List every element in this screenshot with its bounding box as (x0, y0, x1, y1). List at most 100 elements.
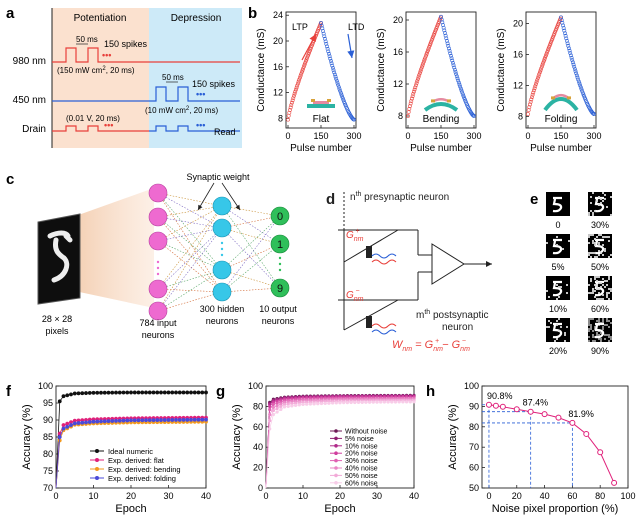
hidden-output-connection (221, 243, 281, 293)
x-tick-label: 100 (620, 491, 635, 501)
ltp-point (533, 84, 538, 89)
dots-drain-p: ••• (104, 120, 113, 130)
ltp-point (302, 62, 307, 67)
legend-label: 10% noise (345, 443, 378, 450)
ltd-point (329, 61, 334, 66)
panel-letter-c: c (6, 171, 14, 188)
input-hidden-connection (157, 269, 223, 290)
ltd-point (331, 68, 336, 73)
ltd-point (445, 38, 449, 43)
panel-letter-e: e (530, 191, 538, 208)
legend-marker (95, 449, 99, 453)
noise-level-label: 0 (555, 220, 560, 230)
hidden-output-connection (221, 287, 281, 293)
noise-pixels (546, 318, 568, 342)
ltd-point (460, 92, 465, 96)
input-hidden-connection (157, 205, 223, 290)
x-tick-label: 30 (163, 491, 173, 501)
ltd-point (576, 79, 581, 84)
hidden-neuron (212, 218, 232, 238)
transistor-top (366, 246, 372, 258)
noise-level-label: 60% (591, 304, 609, 314)
y-tick-label: 75 (43, 466, 53, 476)
legend-label: 5% noise (345, 436, 374, 443)
legend-label: 60% noise (345, 480, 378, 487)
ltd-point (581, 92, 586, 97)
ltd-point (449, 56, 454, 61)
data-point (597, 449, 604, 456)
y-tick-label: 80 (43, 449, 53, 459)
ltd-point (576, 77, 581, 82)
dots-980: ••• (102, 50, 111, 60)
ltd-point (453, 70, 458, 74)
ltd-point (332, 72, 337, 77)
annotation-label: 81.9% (568, 409, 594, 419)
x-axis-label: Epoch (115, 503, 146, 515)
y-tick-label: 16 (273, 62, 283, 72)
panel-letter-g: g (216, 383, 225, 400)
ltd-point (336, 83, 341, 87)
input-neurons-l1: 784 input (139, 318, 177, 328)
noise-image-grid: 0 30% 5% 50% 10% 60% 20% 90% (546, 192, 612, 356)
ltd-point (561, 23, 565, 28)
noise-image-20%: 20% (546, 318, 570, 356)
y-tick-label: 20 (513, 19, 523, 29)
ltp-point (298, 74, 303, 78)
ltd-point (323, 36, 327, 41)
input-neuron (148, 183, 168, 203)
hidden-output-connection (221, 215, 281, 293)
x-tick-label: 40 (409, 491, 419, 501)
ltd-point (456, 78, 461, 83)
output-neuron (270, 234, 290, 254)
ltd-point (578, 85, 583, 90)
data-point (485, 401, 492, 408)
y-tick-label: 100 (248, 381, 263, 391)
pulse-train-450 (52, 86, 240, 102)
ltp-point (294, 87, 298, 92)
ltp-point (301, 64, 306, 69)
input-hidden-connection (157, 240, 223, 271)
x-tick-label: 30 (372, 491, 382, 501)
pulse-train-980 (52, 47, 240, 63)
noise-pixels (588, 318, 612, 342)
ltd-point (335, 81, 340, 85)
legend-marker (334, 444, 338, 448)
input-hidden-connection (157, 269, 223, 312)
row-label-450: 450 nm (13, 95, 46, 106)
panel-e: e 0 30% 5% 50% 10% 60% 20% 90% (530, 191, 612, 356)
ltd-point (328, 56, 333, 61)
ltp-point (426, 47, 431, 51)
ltp-point (423, 56, 428, 60)
ltd-point (460, 90, 465, 95)
mnist-digit-image (37, 213, 81, 305)
conductance-chart-flat: 8 12 16 20 24 0 150 300 Pulse number Conductance … (256, 10, 362, 154)
input-neuron (148, 279, 168, 299)
y-axis-label: Conductance (mS) (376, 28, 387, 111)
ltd-point (440, 20, 445, 25)
data-point (583, 430, 590, 437)
ltd-point (568, 51, 573, 55)
noise-level-label: 90% (591, 346, 609, 356)
y-tick-label: 40 (253, 442, 263, 452)
ltp-point (294, 85, 299, 90)
ltp-point (419, 65, 424, 70)
input-neurons-l2: neurons (142, 330, 175, 340)
ltp-point (542, 57, 547, 62)
device-electrode (551, 96, 555, 100)
ltd-point (341, 98, 346, 102)
ltd-point (561, 26, 566, 30)
ellipsis-dot (156, 272, 160, 276)
ltd-point (447, 49, 452, 53)
ltp-point (286, 117, 290, 122)
ltd-point (573, 69, 578, 74)
ltp-point (427, 45, 432, 50)
ltd-point (448, 51, 453, 56)
ltp-point (433, 28, 438, 32)
ltp-point (299, 72, 304, 76)
legend-label: Ideal numeric (108, 447, 153, 456)
ltd-point (448, 53, 453, 58)
input-hidden-connection (157, 192, 223, 229)
ann-980-power: (150 mW cm2, 20 ms) (57, 66, 135, 75)
ltp-arrow (301, 33, 317, 61)
